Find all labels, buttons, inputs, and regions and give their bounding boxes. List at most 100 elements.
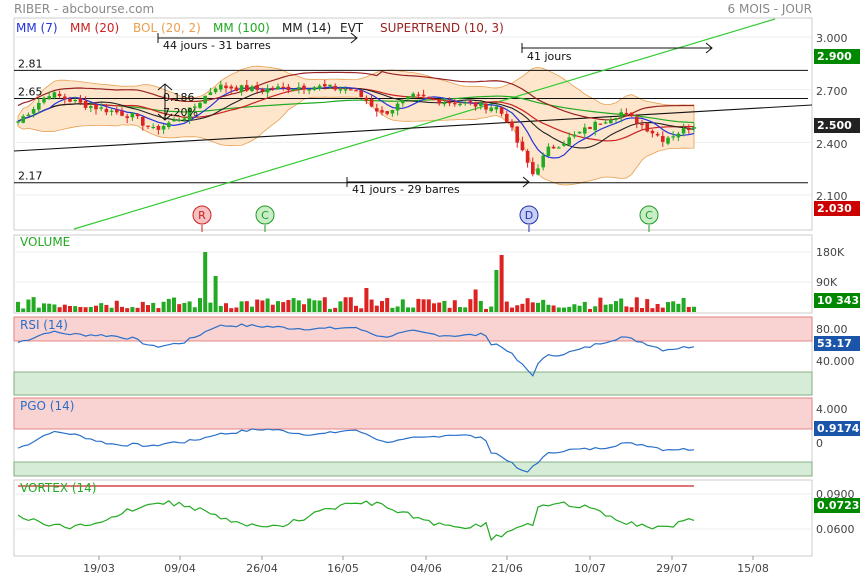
volume-bar (213, 276, 218, 312)
candle-body (83, 100, 88, 108)
level-label-281: 2.81 (18, 57, 43, 70)
volume-bar (151, 302, 156, 312)
candle-body (619, 112, 623, 118)
candle-body (317, 85, 322, 89)
measure-label: 44 jours - 31 barres (163, 39, 271, 52)
candle-body (323, 84, 327, 87)
y-axis-labels: 3.000 2.700 2.400 2.100 180K 90K 80.00 40.000 4.… (816, 32, 855, 536)
volume-bar (608, 304, 613, 312)
volume-bar (302, 304, 306, 312)
candle-body (146, 125, 150, 127)
volume-bar (432, 303, 436, 312)
x-tick-label: 16/05 (327, 562, 359, 575)
candle-body (380, 110, 384, 113)
volume-bar (130, 307, 135, 312)
volume-bar (224, 303, 228, 312)
candle-body (499, 107, 504, 114)
x-tick-label: 10/07 (574, 562, 606, 575)
candle-body (447, 102, 452, 104)
candle-body (260, 89, 265, 92)
candle-body (26, 114, 31, 117)
rsi-oversold-zone (13, 371, 813, 396)
volume-bar (296, 300, 301, 312)
candle-body (109, 110, 114, 112)
candle-body (598, 123, 603, 125)
candle-body (125, 116, 129, 118)
candle-body (161, 125, 166, 130)
candle-body (156, 126, 161, 130)
volume-bar (348, 297, 353, 312)
volume-bar (588, 308, 592, 312)
volume-bar (681, 297, 686, 312)
rsi-panel: RSI (14) (13, 316, 813, 396)
event-letter: C (261, 209, 269, 222)
volume-bar (525, 298, 530, 312)
volume-bar (104, 304, 109, 312)
volume-bar (260, 300, 265, 312)
volume-bar (494, 270, 499, 312)
volume-bar (541, 299, 546, 312)
candle-body (302, 85, 306, 90)
chart-title: RIBER - abcbourse.com (14, 2, 154, 16)
volume-bar (21, 308, 26, 312)
vortex-title: VORTEX (14) (20, 481, 97, 495)
candle-body (421, 94, 426, 97)
candle-body (281, 86, 285, 89)
candle-body (245, 85, 249, 91)
volume-bar (83, 307, 88, 312)
legend: MM (7) MM (20) BOL (20, 2) MM (100) MM (… (16, 21, 504, 35)
candle-body (343, 89, 348, 91)
candle-body (328, 84, 332, 87)
x-tick-label: 26/04 (246, 562, 278, 575)
volume-bar (390, 307, 395, 312)
candle-body (255, 85, 259, 90)
price-levels: 2.81 2.65 2.17 (14, 57, 808, 184)
measure-annotations: 44 jours - 31 barres 41 jours 41 jours - 2… (157, 32, 713, 196)
volume-bar (120, 306, 124, 312)
value-badge-text: 2.900 (817, 50, 852, 63)
candle-body (276, 86, 280, 90)
candle-body (182, 118, 187, 121)
value-badges: 2.900 2.500 2.030 10 343 53.17 0.9174 0.0723 (814, 49, 860, 513)
volume-bar (520, 303, 525, 312)
volume-bar (629, 307, 634, 312)
candle-body (406, 96, 410, 100)
candle-body (515, 126, 519, 143)
candle-body (489, 107, 493, 112)
candle-body (458, 103, 462, 106)
candle-body (135, 114, 140, 117)
volume-bar (536, 302, 540, 312)
black-trendline (13, 104, 813, 152)
value-badge (814, 293, 860, 308)
volume-bar (114, 300, 119, 312)
candle-body (307, 89, 311, 91)
candle-body (120, 111, 124, 116)
value-badge-text: 2.030 (817, 202, 852, 215)
volume-bar (551, 305, 556, 312)
pgo-low-zone (13, 461, 813, 477)
candle-body (442, 102, 447, 105)
candle-body (42, 97, 46, 103)
volume-bar (442, 300, 447, 312)
measure-percent: 7.20% (163, 106, 198, 119)
legend-mm7: MM (7) (16, 21, 58, 35)
candle-body (250, 86, 254, 92)
candles (16, 79, 696, 177)
candle-body (453, 103, 457, 105)
candle-body (229, 86, 233, 89)
candle-body (609, 119, 613, 124)
volume-bar (265, 298, 270, 312)
volume-bar (603, 304, 608, 312)
candle-body (94, 104, 98, 110)
candle-body (567, 137, 571, 145)
y-tick-label: 80.00 (816, 323, 848, 336)
candle-body (520, 141, 525, 151)
volume-bar (140, 301, 145, 312)
rsi-line (17, 323, 695, 377)
volume-bar (624, 306, 629, 312)
candle-body (265, 88, 270, 93)
candle-body (187, 107, 192, 120)
volume-bar (307, 298, 312, 312)
candle-body (385, 111, 389, 114)
candle-body (31, 109, 36, 114)
